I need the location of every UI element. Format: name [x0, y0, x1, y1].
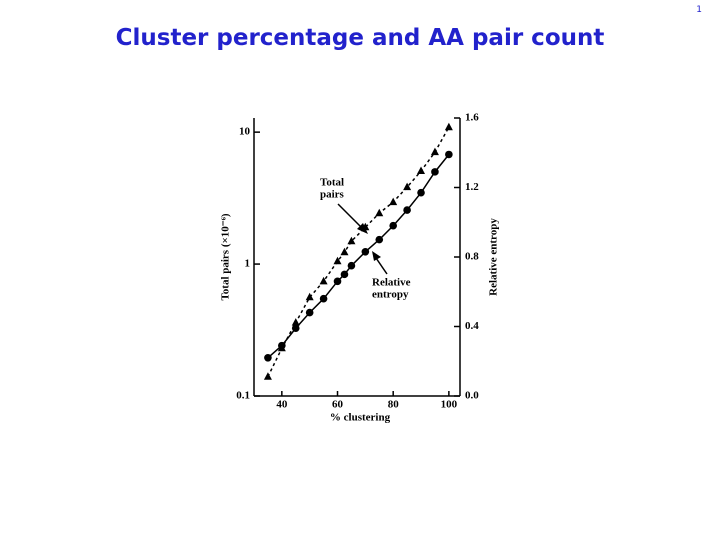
y2-axis-label: Relative entropy	[488, 218, 500, 296]
y-axis-label: Total pairs (×10⁻⁶)	[220, 213, 232, 300]
y2-tick-label: 0.4	[465, 320, 479, 332]
x-tick-label: 80	[388, 399, 400, 411]
marker-triangle	[403, 182, 412, 191]
y2-tick-label: 1.2	[465, 181, 479, 193]
marker-circle	[340, 270, 349, 279]
marker-circle	[445, 150, 453, 159]
marker-circle	[278, 341, 286, 350]
annotation: entropy	[372, 289, 409, 301]
marker-circle	[431, 168, 439, 176]
marker-triangle	[347, 236, 356, 245]
marker-triangle	[417, 166, 426, 175]
marker-circle	[361, 247, 370, 256]
marker-triangle	[340, 247, 349, 256]
x-tick-label: 40	[276, 399, 288, 411]
marker-circle	[319, 294, 328, 303]
marker-triangle	[291, 318, 300, 326]
x-tick-label: 60	[332, 399, 344, 411]
y2-tick-label: 1.6	[465, 112, 479, 124]
x-axis-label: % clustering	[330, 412, 391, 424]
marker-circle	[305, 308, 314, 317]
marker-triangle	[389, 197, 398, 206]
marker-triangle	[319, 276, 328, 285]
marker-triangle	[305, 292, 314, 301]
annotation: Total	[320, 177, 344, 189]
marker-circle	[375, 235, 384, 244]
y-tick-label: 0.1	[236, 390, 250, 402]
marker-triangle	[361, 222, 370, 231]
slide-title: Cluster percentage and AA pair count	[116, 25, 605, 51]
annotation: Relative	[372, 277, 411, 289]
marker-circle	[389, 221, 397, 230]
marker-triangle	[333, 256, 342, 265]
y-tick-label: 10	[239, 126, 251, 138]
marker-circle	[347, 261, 356, 270]
marker-circle	[417, 188, 425, 197]
y2-tick-label: 0.8	[465, 251, 479, 263]
marker-triangle	[375, 208, 384, 217]
y-tick-label: 1	[245, 258, 251, 270]
marker-circle	[291, 324, 300, 333]
marker-circle	[333, 277, 342, 286]
series-line	[267, 126, 450, 378]
marker-triangle	[263, 372, 272, 380]
marker-circle	[264, 353, 272, 362]
x-tick-label: 100	[441, 399, 458, 411]
annotation: pairs	[320, 189, 345, 201]
marker-triangle	[444, 122, 453, 131]
page-number: 1	[696, 5, 702, 15]
y2-tick-label: 0.0	[465, 390, 479, 402]
marker-circle	[403, 206, 411, 214]
marker-triangle	[430, 147, 439, 156]
